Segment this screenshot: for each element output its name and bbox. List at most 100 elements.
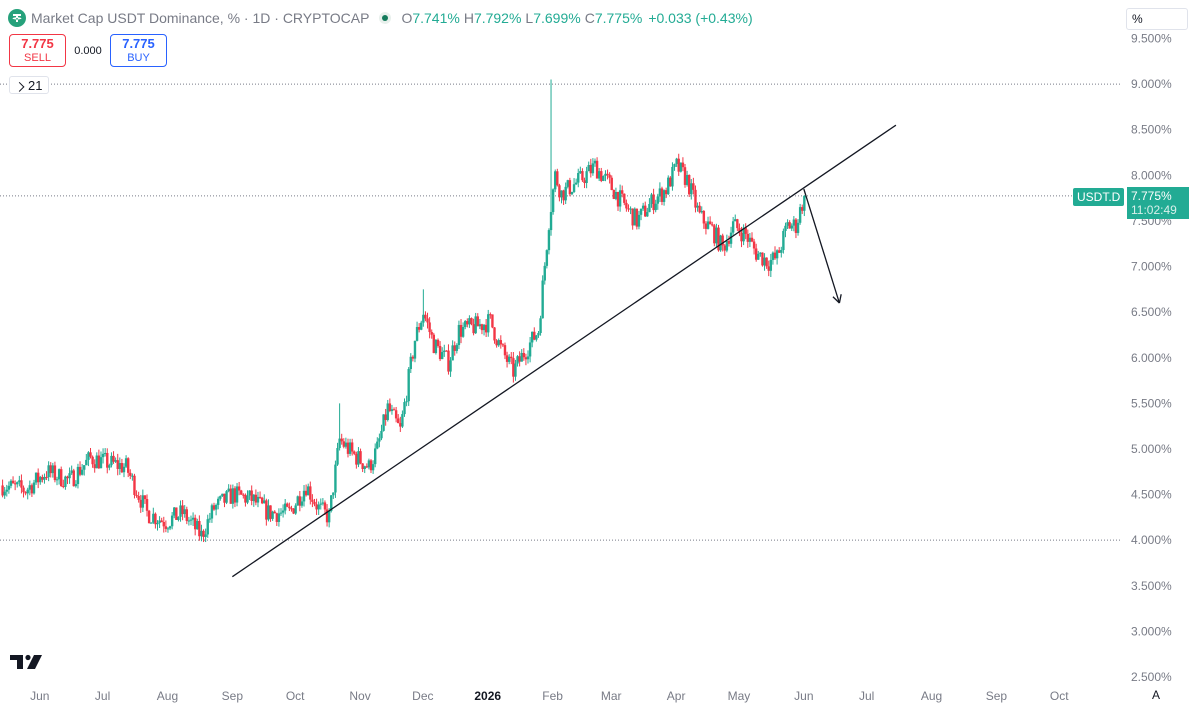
y-tick-label: 6.500% bbox=[1131, 305, 1172, 319]
candle bbox=[436, 338, 440, 348]
candle-body bbox=[227, 488, 230, 492]
candle-body bbox=[248, 490, 251, 496]
buy-button[interactable]: 7.775 BUY bbox=[110, 34, 167, 67]
candle-body bbox=[277, 513, 281, 522]
candle bbox=[260, 496, 264, 505]
candle-body bbox=[338, 438, 341, 449]
y-tick-label: 5.500% bbox=[1131, 396, 1172, 410]
candle-body bbox=[20, 480, 23, 488]
candle-body bbox=[141, 495, 145, 508]
candle-body bbox=[108, 465, 111, 468]
candle bbox=[72, 468, 75, 487]
candle-body bbox=[91, 456, 94, 465]
candle-body bbox=[443, 350, 446, 352]
candle-body bbox=[530, 331, 534, 343]
candle-body bbox=[537, 333, 540, 336]
candle-body bbox=[752, 241, 756, 249]
candle-body bbox=[558, 185, 561, 198]
candle-body bbox=[725, 240, 729, 251]
candle-body bbox=[373, 448, 377, 465]
ohlc-values: O 7.741% H 7.792% L 7.699% C 7.775% +0.033 (… bbox=[401, 10, 753, 26]
candle bbox=[394, 406, 398, 423]
candle bbox=[556, 168, 559, 187]
candle-body bbox=[229, 488, 232, 504]
candle bbox=[49, 462, 52, 478]
candle bbox=[719, 234, 722, 252]
candle-body bbox=[154, 513, 157, 525]
candle-body bbox=[641, 205, 645, 209]
candle bbox=[357, 447, 360, 468]
candle bbox=[627, 204, 630, 212]
candle bbox=[543, 262, 546, 285]
candle-body bbox=[679, 162, 683, 172]
last-price: 7.775% bbox=[1131, 189, 1172, 203]
candle-body bbox=[223, 493, 226, 503]
candle bbox=[277, 508, 281, 527]
candle-body bbox=[719, 235, 722, 251]
symbol-title[interactable]: Market Cap USDT Dominance, % · 1D · CRYP… bbox=[31, 10, 370, 26]
candle-body bbox=[411, 356, 415, 359]
candle bbox=[399, 416, 402, 432]
candle-body bbox=[520, 352, 523, 362]
candle bbox=[296, 495, 299, 506]
candle-body bbox=[803, 195, 806, 211]
candle bbox=[317, 501, 320, 515]
candle-body bbox=[593, 160, 597, 164]
candle-body bbox=[696, 205, 699, 208]
candle bbox=[378, 433, 381, 448]
candle bbox=[221, 493, 224, 497]
candle-body bbox=[434, 339, 438, 354]
auto-scale-button[interactable]: A bbox=[1152, 688, 1161, 702]
y-tick-label: 4.000% bbox=[1131, 533, 1172, 547]
candle bbox=[141, 489, 145, 513]
candle bbox=[524, 353, 528, 366]
candle bbox=[32, 479, 36, 495]
candle-body bbox=[143, 495, 147, 500]
candle bbox=[547, 228, 551, 255]
candle-body bbox=[744, 227, 747, 234]
candle bbox=[39, 475, 42, 485]
candle-body bbox=[122, 466, 126, 473]
candle bbox=[409, 353, 412, 374]
candle-body bbox=[76, 466, 80, 485]
candle-body bbox=[78, 466, 82, 475]
market-status-icon[interactable] bbox=[379, 12, 392, 24]
candle-body bbox=[600, 171, 603, 181]
candle-body bbox=[784, 225, 787, 231]
candle-body bbox=[646, 212, 649, 217]
candle bbox=[363, 465, 366, 474]
candle bbox=[482, 324, 486, 336]
candle bbox=[346, 438, 350, 458]
candle bbox=[566, 179, 569, 189]
candle-body bbox=[669, 177, 672, 187]
candle bbox=[535, 334, 538, 342]
candle-body bbox=[200, 530, 203, 537]
candle bbox=[129, 469, 132, 480]
candle-body bbox=[459, 324, 463, 337]
candle-body bbox=[727, 240, 731, 244]
y-tick-label: 4.500% bbox=[1131, 488, 1172, 502]
tradingview-logo-icon[interactable] bbox=[10, 652, 44, 670]
candle bbox=[491, 314, 494, 329]
candle-body bbox=[759, 252, 762, 254]
sell-button[interactable]: 7.775 SELL bbox=[9, 34, 66, 67]
candle bbox=[229, 484, 232, 504]
candle-body bbox=[564, 186, 567, 201]
candle bbox=[451, 340, 454, 361]
candle-body bbox=[325, 509, 329, 523]
candle-body bbox=[39, 476, 42, 483]
candle-body bbox=[55, 479, 59, 481]
candle-body bbox=[476, 316, 479, 327]
candle-body bbox=[794, 219, 798, 233]
candle bbox=[116, 453, 119, 476]
candle-body bbox=[145, 499, 149, 511]
candle bbox=[43, 473, 46, 484]
candle bbox=[518, 351, 521, 367]
candle bbox=[608, 172, 611, 184]
candle-body bbox=[608, 174, 611, 178]
candle-body bbox=[704, 223, 708, 229]
unit-selector[interactable]: % bbox=[1126, 8, 1188, 30]
indicator-toggle[interactable]: 21 bbox=[9, 76, 50, 94]
